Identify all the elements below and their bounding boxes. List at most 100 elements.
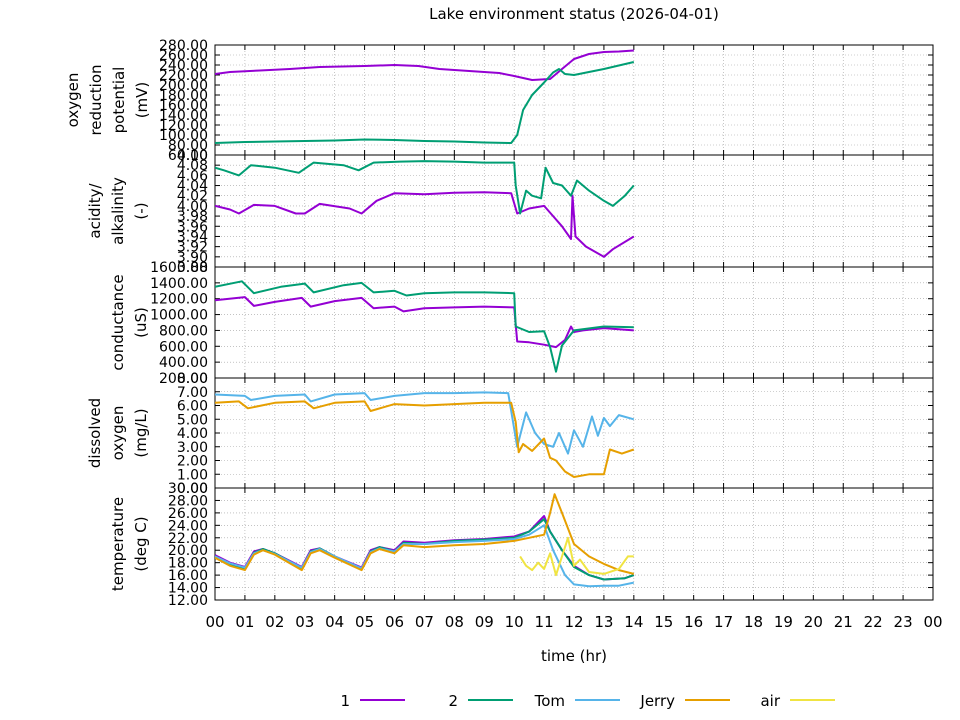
y-tick-label: 7.00 — [177, 385, 208, 401]
y-tick-label: 280.00 — [159, 38, 208, 54]
series-line-1 — [215, 296, 634, 349]
x-tick-label: 00 — [923, 613, 942, 631]
y-tick-label: 3.88 — [177, 260, 208, 276]
y-axis-label-line: reduction — [87, 64, 105, 135]
y-axis-label-line: (deg C) — [132, 516, 150, 571]
y-axis-label-line: (uS) — [132, 307, 150, 338]
x-tick-label: 08 — [445, 613, 464, 631]
x-tick-label: 19 — [774, 613, 793, 631]
y-tick-label: 1000.00 — [150, 308, 208, 324]
x-tick-label: 10 — [505, 613, 524, 631]
panel-3: 200.00400.00600.00800.001000.001200.0014… — [109, 260, 934, 387]
series-line-jerry — [215, 400, 635, 478]
y-tick-label: 2.00 — [177, 454, 208, 470]
series-line-jerry — [215, 493, 635, 575]
y-tick-label: 120.00 — [159, 118, 208, 134]
y-tick-label: 220.00 — [159, 68, 208, 84]
x-axis-label: time (hr) — [541, 647, 607, 665]
y-tick-label: 60.00 — [168, 148, 208, 164]
y-tick-label: 3.00 — [177, 440, 208, 456]
legend-label: air — [760, 692, 780, 710]
y-axis-label-line: alkalinity — [109, 177, 127, 245]
y-tick-label: 18.00 — [168, 556, 208, 572]
y-axis-label-line: oxygen — [64, 73, 82, 128]
chart-panels: 60.0080.00100.00120.00140.00160.00180.00… — [64, 38, 934, 609]
series-line-1 — [215, 191, 635, 258]
y-tick-label: 14.00 — [168, 581, 208, 597]
series-line-2 — [215, 280, 634, 373]
y-tick-label: 400.00 — [159, 355, 208, 371]
x-tick-label: 00 — [205, 613, 224, 631]
x-tick-label: 12 — [564, 613, 583, 631]
x-tick-label: 16 — [684, 613, 703, 631]
x-tick-label: 07 — [415, 613, 434, 631]
y-tick-label: 30.00 — [168, 481, 208, 497]
x-tick-label: 23 — [894, 613, 913, 631]
y-tick-label: 200.00 — [159, 371, 208, 387]
y-tick-label: 16.00 — [168, 568, 208, 584]
legend-label: 1 — [340, 692, 350, 710]
y-axis-label-line: (-) — [132, 202, 150, 219]
y-axis-label-line: potential — [110, 67, 128, 134]
y-tick-label: 3.96 — [177, 219, 208, 235]
y-tick-label: 3.98 — [177, 209, 208, 225]
x-tick-label: 06 — [385, 613, 404, 631]
panel-1: 60.0080.00100.00120.00140.00160.00180.00… — [64, 38, 934, 164]
y-tick-label: 3.92 — [177, 240, 208, 256]
y-axis-label-line: temperature — [109, 497, 127, 591]
panel-border — [214, 266, 934, 379]
x-tick-label: 01 — [235, 613, 254, 631]
chart-title: Lake environment status (2026-04-01) — [429, 5, 719, 23]
y-tick-label: 12.00 — [168, 593, 208, 609]
x-tick-label: 18 — [744, 613, 763, 631]
y-tick-label: 24.00 — [168, 518, 208, 534]
y-tick-label: 1600.00 — [150, 260, 208, 276]
y-axis-label-line: conductance — [109, 274, 127, 370]
y-tick-label: 28.00 — [168, 493, 208, 509]
series-line-2 — [215, 160, 635, 215]
y-tick-label: 200.00 — [159, 78, 208, 94]
y-tick-label: 80.00 — [168, 138, 208, 154]
y-axis-label-line: acidity/ — [86, 183, 104, 239]
y-tick-label: 3.90 — [177, 250, 208, 266]
x-tick-label: 14 — [624, 613, 643, 631]
x-tick-label: 15 — [654, 613, 673, 631]
x-tick-label: 13 — [594, 613, 613, 631]
x-tick-label: 09 — [475, 613, 494, 631]
x-tick-label: 17 — [714, 613, 733, 631]
panel-4: 0.001.002.003.004.005.006.007.008.00 diss… — [86, 371, 934, 497]
x-tick-label: 11 — [535, 613, 554, 631]
y-tick-label: 20.00 — [168, 543, 208, 559]
y-tick-label: 180.00 — [159, 88, 208, 104]
y-tick-label: 160.00 — [159, 98, 208, 114]
y-tick-label: 600.00 — [159, 339, 208, 355]
y-tick-label: 1.00 — [177, 467, 208, 483]
x-tick-label: 03 — [295, 613, 314, 631]
y-tick-label: 260.00 — [159, 48, 208, 64]
x-tick-label: 04 — [325, 613, 344, 631]
y-tick-label: 4.02 — [177, 189, 208, 205]
x-tick-label: 22 — [864, 613, 883, 631]
x-tick-label: 21 — [834, 613, 853, 631]
legend-label: Tom — [534, 692, 565, 710]
x-tick-label: 20 — [804, 613, 823, 631]
y-tick-label: 3.94 — [177, 229, 208, 245]
series-line-2 — [215, 61, 635, 144]
legend-label: Jerry — [639, 692, 675, 710]
series-line-air — [519, 536, 634, 577]
y-tick-label: 4.06 — [177, 168, 208, 184]
y-tick-label: 4.08 — [177, 158, 208, 174]
y-axis-label-line: (mV) — [133, 82, 151, 119]
y-tick-label: 22.00 — [168, 531, 208, 547]
y-tick-label: 1400.00 — [150, 276, 208, 292]
y-tick-label: 4.00 — [177, 426, 208, 442]
x-tick-label: 02 — [265, 613, 284, 631]
legend-label: 2 — [448, 692, 458, 710]
x-tick-label: 05 — [355, 613, 374, 631]
y-axis-label-line: dissolved — [86, 398, 104, 468]
y-tick-label: 240.00 — [159, 58, 208, 74]
y-axis-label-line: (mg/L) — [132, 408, 150, 457]
y-tick-label: 8.00 — [177, 371, 208, 387]
y-tick-label: 100.00 — [159, 128, 208, 144]
